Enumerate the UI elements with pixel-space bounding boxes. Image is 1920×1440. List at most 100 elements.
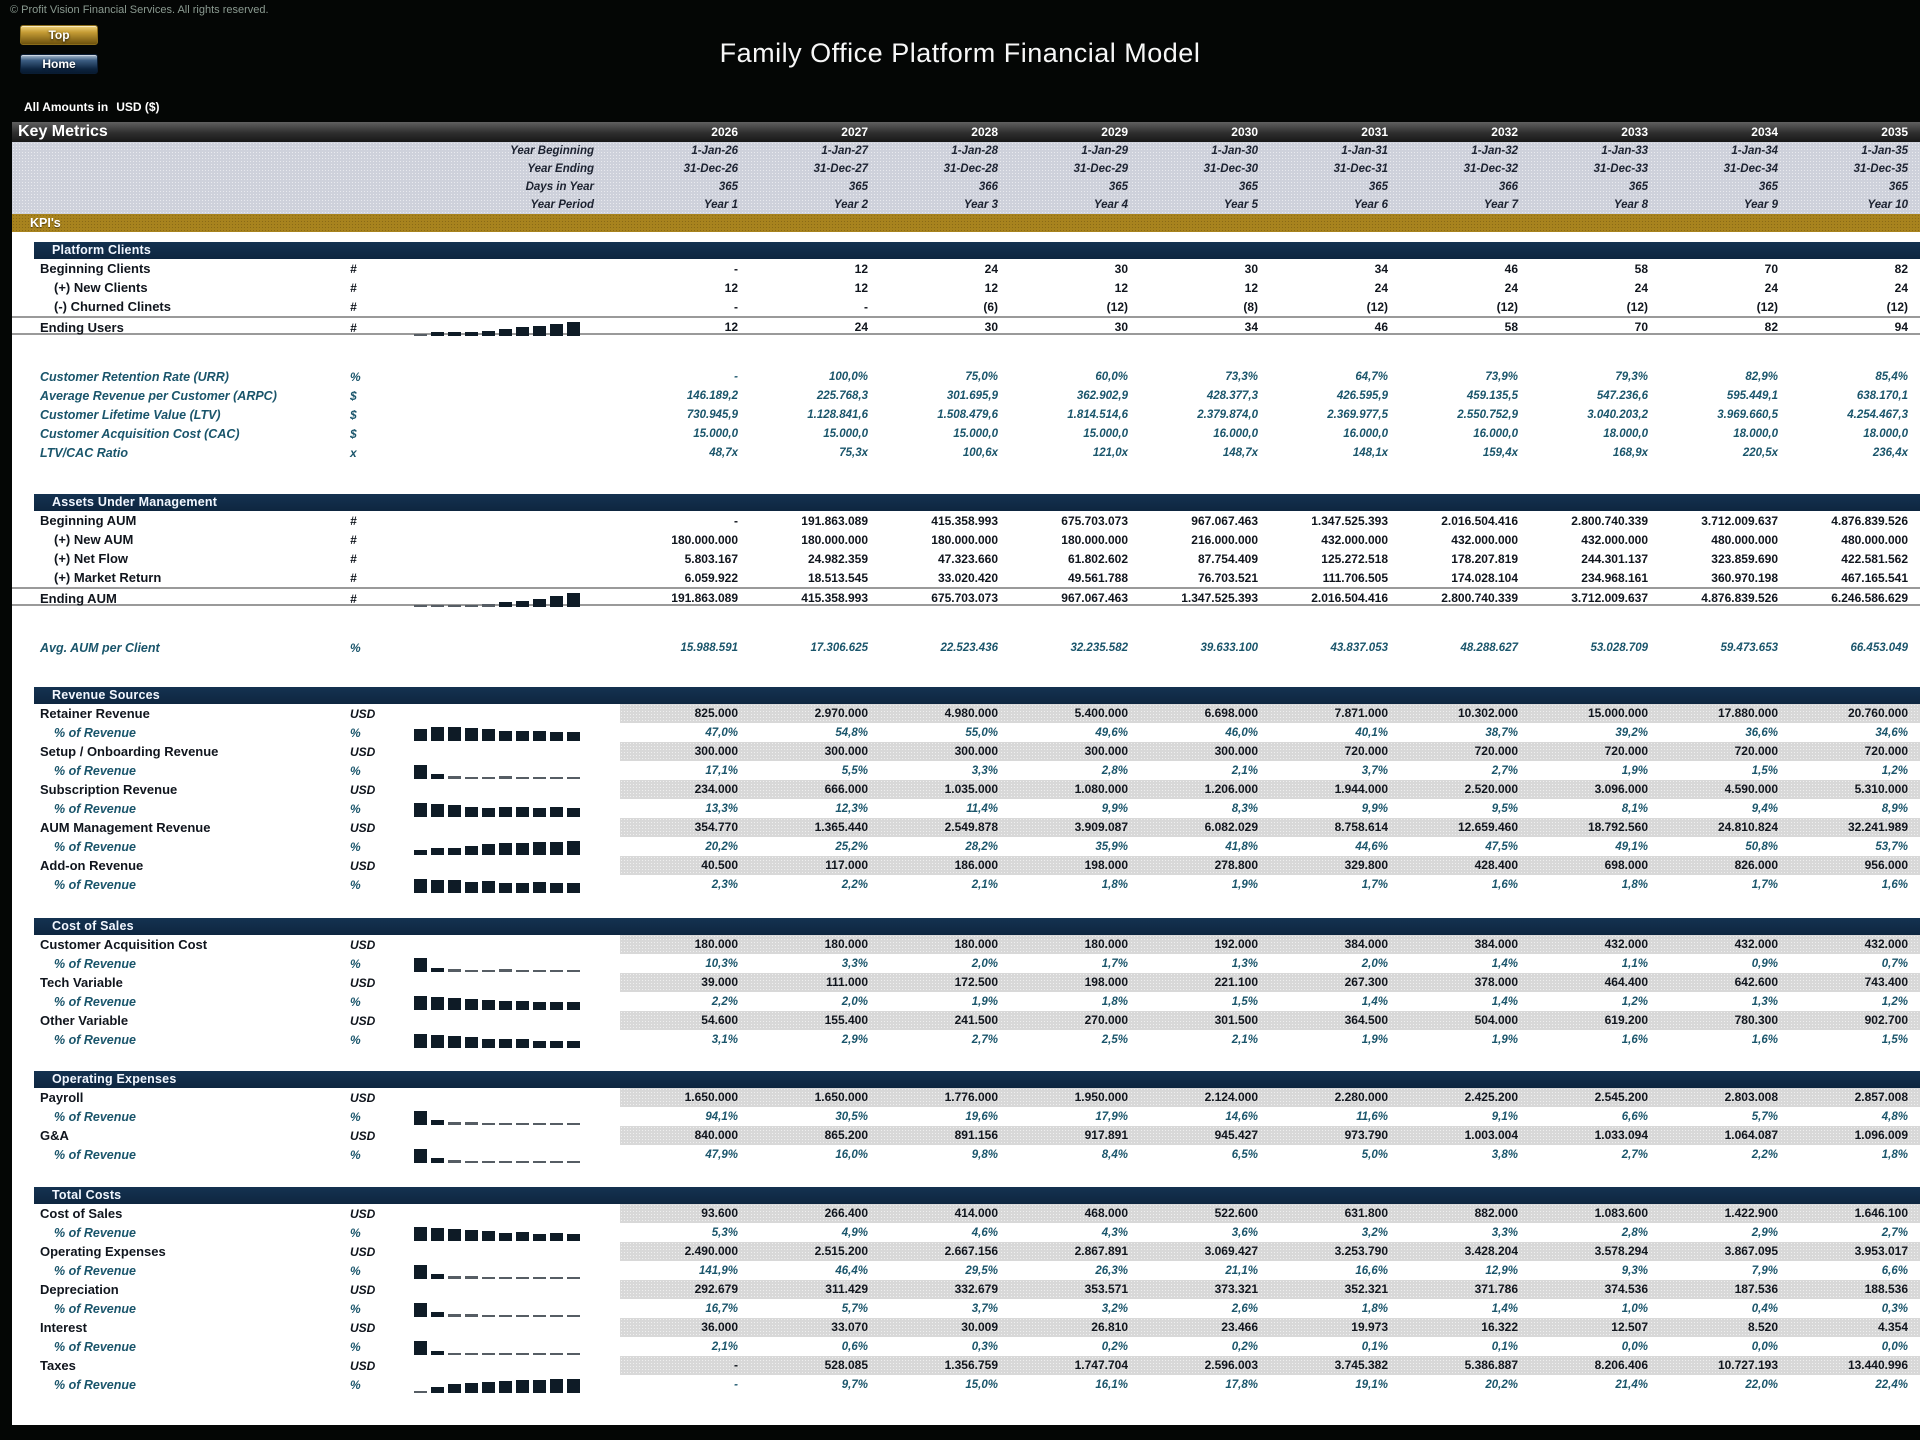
spark-placeholder: [404, 820, 620, 836]
spark-bar: [482, 1314, 495, 1317]
row-label: Retainer Revenue: [40, 706, 150, 721]
value-cell: 9,5%: [1491, 802, 1518, 815]
value-cell: 1,0%: [1621, 1302, 1648, 1315]
section-header: Operating Expenses: [34, 1071, 1920, 1088]
spark-placeholder: [404, 1244, 620, 1260]
spark-bar: [533, 1233, 546, 1241]
value-cell: 12: [854, 280, 868, 295]
value-cell: 1.356.759: [880, 1356, 1010, 1375]
value-cell: 1.646.100: [1790, 1204, 1920, 1223]
spark-bar: [414, 1264, 427, 1279]
spark-bar: [550, 1378, 563, 1393]
value-cell: 30: [1114, 261, 1128, 276]
meta-value-cell: 31-Dec-34: [1723, 163, 1778, 175]
meta-value-cell: 365: [718, 181, 738, 193]
value-cell: 192.000: [1140, 935, 1270, 954]
value-cell: 58: [1634, 261, 1648, 276]
value-cell: 29,5%: [965, 1264, 998, 1277]
value-cell: 2,0%: [841, 995, 868, 1008]
row-label: Beginning AUM: [40, 513, 137, 528]
value-cell: 4,6%: [971, 1226, 998, 1239]
table-row: % of Revenue% 47,9% 16,0% 9,8% 8,4% 6,5% 5,0% 3…: [12, 1145, 1920, 1164]
spark-bar: [465, 998, 478, 1010]
value-cell: 241.500: [880, 1011, 1010, 1030]
value-cell: 16,1%: [1095, 1378, 1128, 1391]
spark-bar: [482, 728, 495, 741]
spark-placeholder: [404, 1128, 620, 1144]
spark-placeholder: [404, 369, 620, 385]
section-assets-under-management: Assets Under Management Beginning AUM # - 19…: [12, 494, 1920, 657]
value-cell: 49.561.788: [1067, 570, 1128, 585]
meta-value-cell: Year 7: [1483, 199, 1518, 211]
value-cell: -: [734, 513, 738, 528]
value-cell: 2,9%: [1751, 1226, 1778, 1239]
value-cell: 3.428.204: [1400, 1242, 1530, 1261]
unit-label: #: [350, 570, 357, 585]
value-cell: 15,0%: [965, 1378, 998, 1391]
value-cell: 46,0%: [1225, 726, 1258, 739]
value-cell: 4,8%: [1881, 1110, 1908, 1123]
spark-bar: [465, 1313, 478, 1317]
value-cell: 1,4%: [1491, 957, 1518, 970]
value-cell: 2,7%: [971, 1033, 998, 1046]
value-cell: 12: [1244, 280, 1258, 295]
meta-value-cell: Year 6: [1353, 199, 1388, 211]
value-cell: 3.969.660,5: [1717, 408, 1778, 421]
spark-bar: [533, 598, 546, 607]
value-cell: 720.000: [1660, 742, 1790, 761]
unit-label: %: [350, 1147, 361, 1162]
table-row: % of Revenue% 17,1% 5,5% 3,3% 2,8% 2,1% 3,7% 2,…: [12, 761, 1920, 780]
top-button[interactable]: Top: [20, 25, 98, 45]
value-cell: 384.000: [1270, 935, 1400, 954]
row-label: Operating Expenses: [40, 1244, 166, 1259]
value-cell: 32.235.582: [1070, 641, 1128, 654]
meta-value-cell: Year 10: [1867, 199, 1909, 211]
key-metrics-title: Key Metrics: [18, 123, 108, 140]
spark-placeholder: [404, 1282, 620, 1298]
value-cell: 79,3%: [1615, 370, 1648, 383]
value-cell: 34: [1374, 261, 1388, 276]
spark-bar: [482, 969, 495, 972]
value-cell: 1.422.900: [1660, 1204, 1790, 1223]
spark-bar: [550, 1352, 563, 1355]
value-cell: 9,9%: [1101, 802, 1128, 815]
sparkline: [404, 839, 620, 855]
value-cell: 15.000,0: [1083, 427, 1128, 440]
spark-bar: [414, 1033, 427, 1048]
unit-label: %: [350, 763, 361, 778]
value-cell: 47.323.660: [937, 551, 998, 566]
row-label: (-) Churned Clinets: [54, 299, 171, 314]
value-cell: 60,0%: [1095, 370, 1128, 383]
value-cell: 30,5%: [835, 1110, 868, 1123]
spark-bar: [482, 999, 495, 1010]
unit-label: USD: [350, 1358, 376, 1373]
table-row: Customer Acquisition Cost (CAC) $15.000,0…: [12, 424, 1920, 443]
value-cell: 3,6%: [1231, 1226, 1258, 1239]
value-cell: 18.000,0: [1863, 427, 1908, 440]
value-cell: 2.369.977,5: [1327, 408, 1388, 421]
unit-label: %: [350, 369, 361, 384]
spark-bar: [516, 882, 529, 893]
spark-bar: [431, 773, 444, 779]
home-button[interactable]: Home: [20, 54, 98, 74]
spark-bar: [465, 806, 478, 817]
key-metrics-bar: Key Metrics 2026 2027 2028 2029 2030 2031 2032…: [12, 122, 1920, 142]
spark-placeholder: [404, 1013, 620, 1029]
unit-label: #: [350, 261, 357, 276]
table-row: Depreciation USD 292.679 311.429 332.679 353.…: [12, 1280, 1920, 1299]
meta-value-cell: 31-Dec-35: [1853, 163, 1908, 175]
value-cell: (12): [1106, 299, 1128, 314]
row-label: Customer Acquisition Cost (CAC): [40, 426, 240, 441]
value-cell: 642.600: [1660, 973, 1790, 992]
amounts-note-unit: USD ($): [116, 100, 160, 114]
meta-value-cell: Year 9: [1743, 199, 1778, 211]
row-label: % of Revenue: [54, 801, 136, 816]
row-label: Customer Lifetime Value (LTV): [40, 407, 221, 422]
value-cell: 1,5%: [1881, 1033, 1908, 1046]
spark-bar: [567, 969, 580, 972]
value-cell: 21,1%: [1225, 1264, 1258, 1277]
value-cell: 0,4%: [1751, 1302, 1778, 1315]
value-cell: 1.080.000: [1010, 780, 1140, 799]
value-cell: 15.000,0: [693, 427, 738, 440]
table-row: Add-on Revenue USD 40.500 117.000 186.000 198…: [12, 856, 1920, 875]
